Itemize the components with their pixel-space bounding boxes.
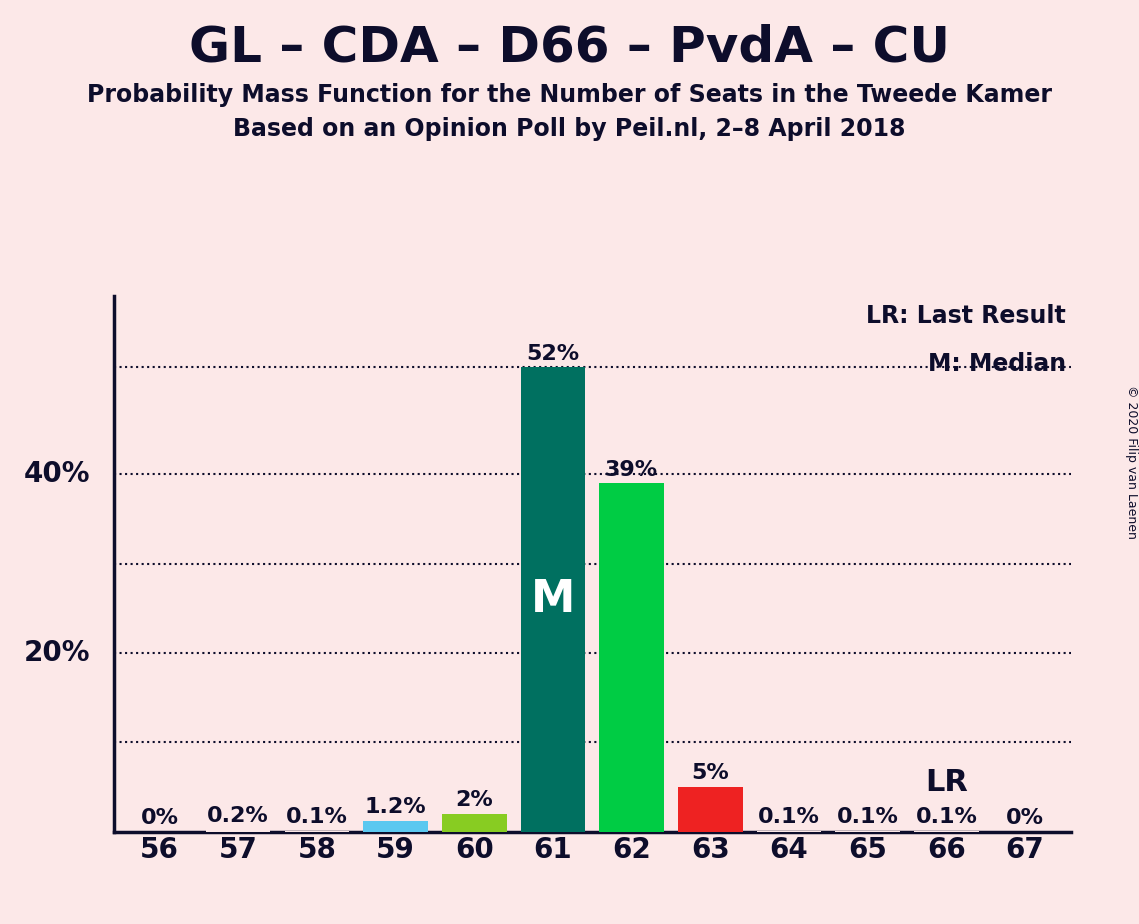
Text: 0%: 0% [140,808,179,828]
Text: 0.1%: 0.1% [916,808,977,827]
Text: 0%: 0% [1006,808,1044,828]
Bar [521,367,585,832]
Text: 20%: 20% [24,639,90,667]
Text: LR: Last Result: LR: Last Result [866,304,1066,328]
Bar [442,814,507,832]
Text: 0.1%: 0.1% [837,808,899,827]
Bar [363,821,428,832]
Text: 0.1%: 0.1% [759,808,820,827]
Text: 52%: 52% [526,344,580,363]
Bar [206,830,270,832]
Text: 39%: 39% [605,459,658,480]
Text: 1.2%: 1.2% [364,797,426,818]
Text: 40%: 40% [24,460,90,488]
Text: 0.1%: 0.1% [286,808,347,827]
Text: 2%: 2% [456,790,493,810]
Text: LR: LR [925,768,968,797]
Text: 5%: 5% [691,763,729,784]
Text: M: M [531,578,575,621]
Text: M: Median: M: Median [928,352,1066,376]
Text: GL – CDA – D66 – PvdA – CU: GL – CDA – D66 – PvdA – CU [189,23,950,71]
Text: Based on an Opinion Poll by Peil.nl, 2–8 April 2018: Based on an Opinion Poll by Peil.nl, 2–8… [233,117,906,141]
Text: © 2020 Filip van Laenen: © 2020 Filip van Laenen [1124,385,1138,539]
Bar [599,483,664,832]
Bar [678,787,743,832]
Text: 0.2%: 0.2% [207,807,269,826]
Text: Probability Mass Function for the Number of Seats in the Tweede Kamer: Probability Mass Function for the Number… [87,83,1052,107]
